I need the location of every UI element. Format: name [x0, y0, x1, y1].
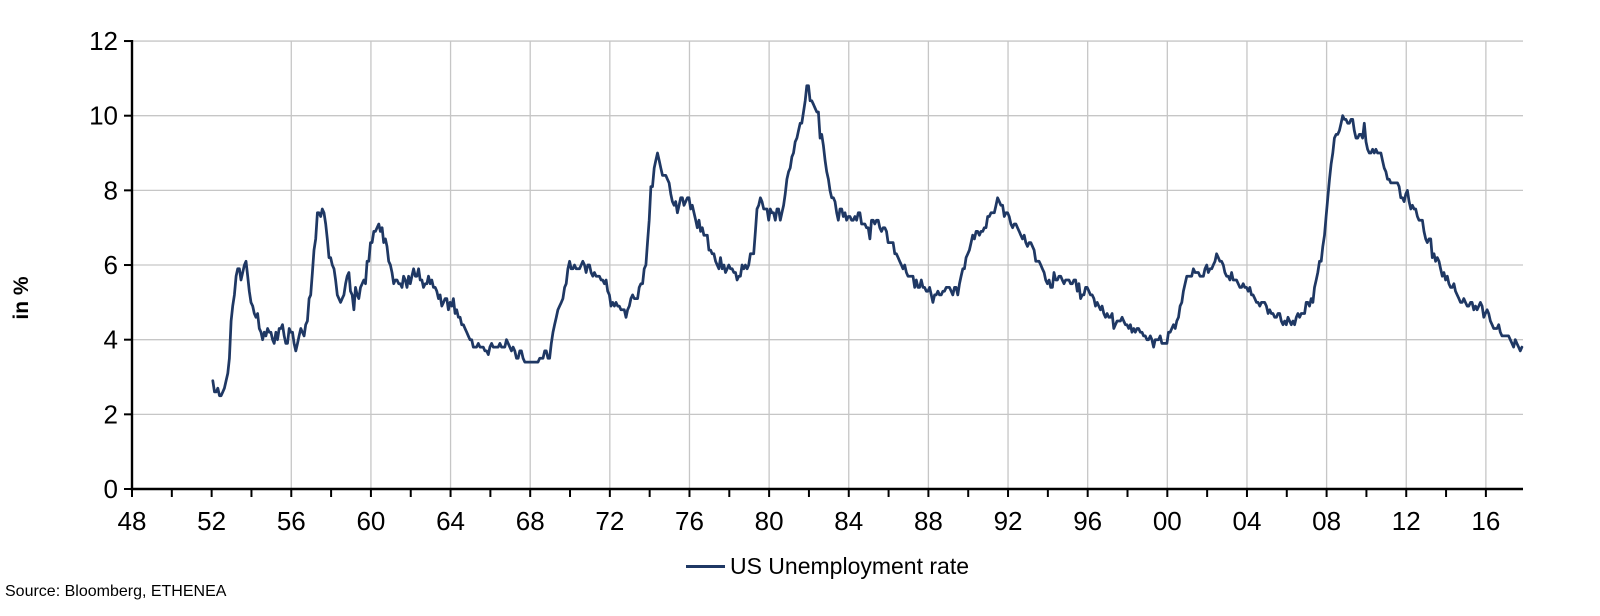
y-tick-label: 6: [104, 250, 118, 280]
x-tick-label: 68: [516, 506, 545, 536]
x-tick-label: 64: [436, 506, 465, 536]
y-tick-label: 4: [104, 325, 118, 355]
y-tick-label: 2: [104, 399, 118, 429]
legend-label: US Unemployment rate: [729, 553, 970, 579]
x-tick-label: 84: [834, 506, 863, 536]
x-tick-label: 92: [994, 506, 1023, 536]
y-tick-label: 8: [104, 175, 118, 205]
x-tick-label: 52: [197, 506, 226, 536]
x-tick-label: 76: [675, 506, 704, 536]
x-tick-label: 12: [1392, 506, 1421, 536]
x-tick-label: 04: [1232, 506, 1261, 536]
y-tick-label: 12: [89, 26, 118, 56]
y-tick-label: 0: [104, 474, 118, 504]
x-tick-label: 96: [1073, 506, 1102, 536]
x-tick-label: 88: [914, 506, 943, 536]
x-tick-label: 72: [595, 506, 624, 536]
x-tick-label: 48: [118, 506, 147, 536]
x-tick-label: 16: [1471, 506, 1500, 536]
x-tick-label: 60: [356, 506, 385, 536]
x-tick-label: 56: [277, 506, 306, 536]
series-line: [211, 84, 1524, 398]
y-tick-label: 10: [89, 101, 118, 131]
x-tick-label: 08: [1312, 506, 1341, 536]
x-tick-label: 80: [755, 506, 784, 536]
legend-line-sample: [685, 564, 725, 568]
legend: US Unemployment rate: [132, 554, 1523, 578]
x-tick-label: 00: [1153, 506, 1182, 536]
source-note: Source: Bloomberg, ETHENEA: [5, 583, 227, 600]
